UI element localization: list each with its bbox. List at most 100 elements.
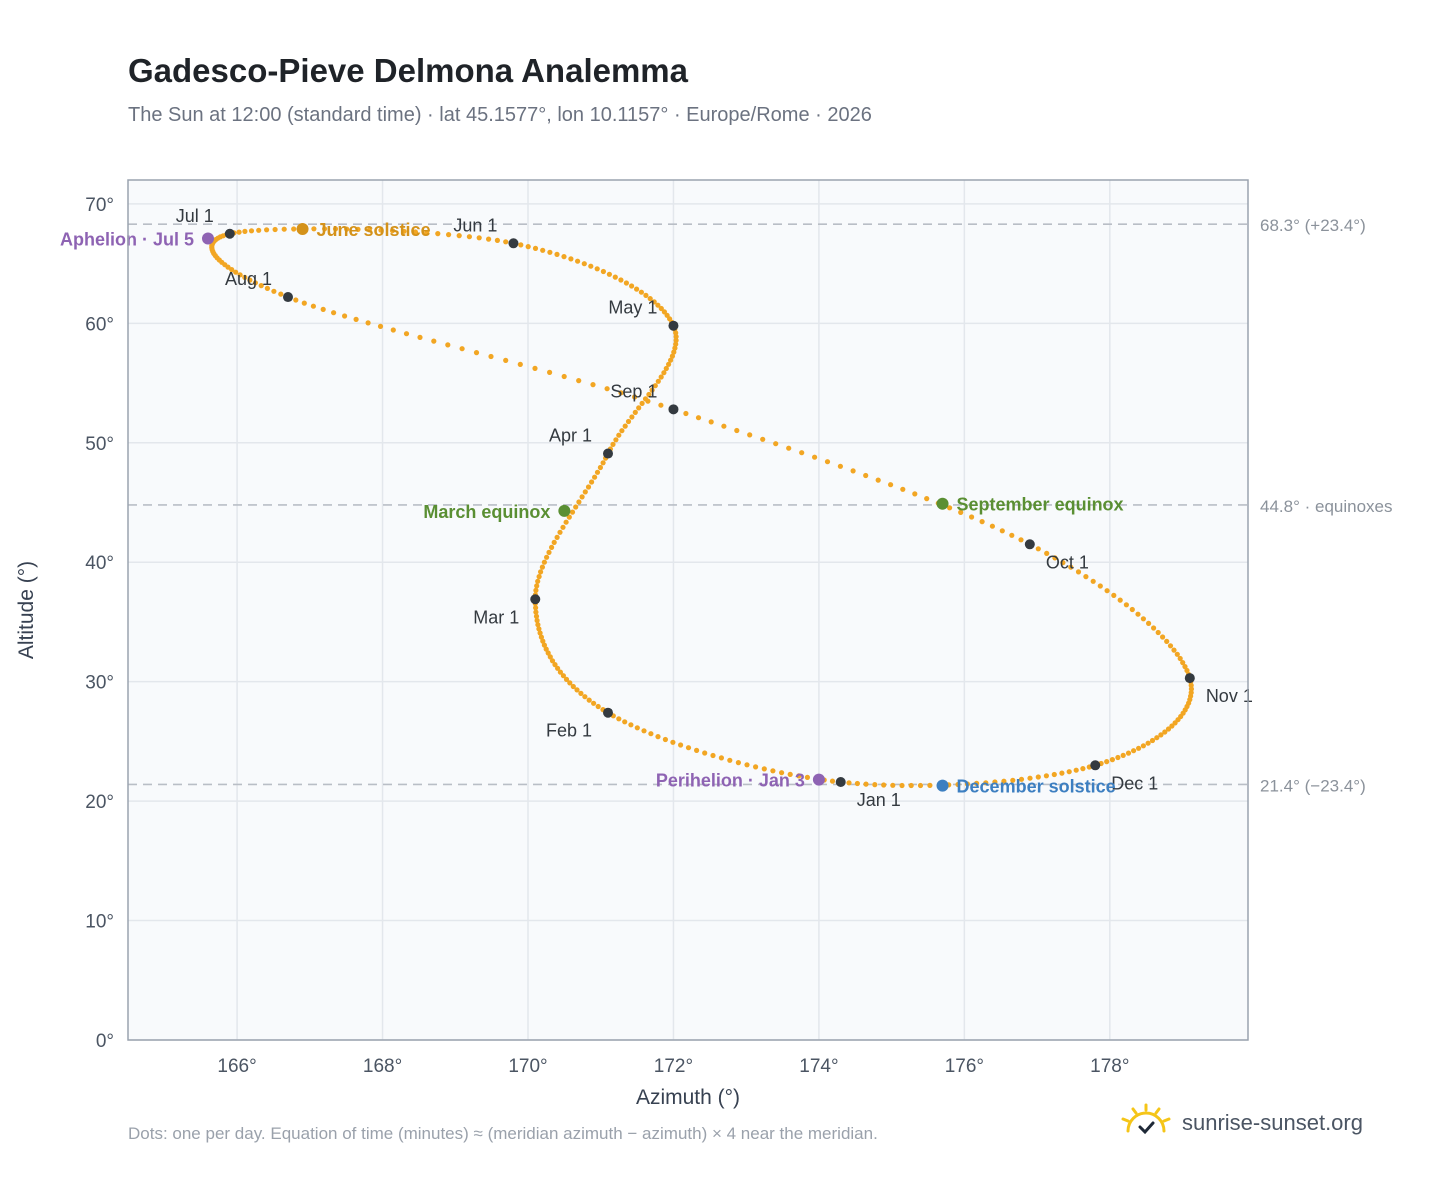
x-tick-label: 166° xyxy=(217,1056,256,1077)
daily-sun-dot xyxy=(1162,729,1168,735)
month-label: Sep 1 xyxy=(610,381,657,401)
daily-sun-dot xyxy=(365,320,371,326)
axes: 166° 168° 170° 172° 174° 176° 178° 0° 10° 20° 30° 4… xyxy=(85,195,1129,1077)
daily-sun-dot xyxy=(1018,776,1025,782)
daily-sun-dot xyxy=(947,505,953,511)
daily-sun-dot xyxy=(652,383,658,389)
daily-sun-dot xyxy=(629,414,635,420)
daily-sun-dot xyxy=(557,669,564,675)
month-label: Mar 1 xyxy=(473,607,519,627)
daily-sun-dot xyxy=(1111,592,1117,599)
daily-sun-dot xyxy=(672,345,678,351)
daily-sun-dot xyxy=(242,274,248,280)
reference-line-label: 44.8° · equinoxes xyxy=(1260,497,1393,516)
y-tick-label: 20° xyxy=(85,792,114,813)
daily-sun-dot xyxy=(854,780,861,787)
month-marker xyxy=(1024,539,1035,550)
daily-sun-dot xyxy=(917,782,924,789)
daily-sun-dot xyxy=(585,484,592,490)
daily-sun-dot xyxy=(446,232,452,238)
daily-sun-dot xyxy=(881,782,887,788)
daily-sun-dot xyxy=(661,370,667,376)
daily-sun-dot xyxy=(787,771,793,778)
daily-sun-dot xyxy=(1123,602,1129,608)
daily-sun-dot xyxy=(541,642,548,648)
daily-sun-dot xyxy=(552,662,558,668)
daily-sun-dot xyxy=(1066,769,1072,775)
daily-sun-dot xyxy=(655,302,661,308)
daily-sun-dot xyxy=(1158,732,1164,738)
daily-sun-dot xyxy=(900,486,906,492)
daily-sun-dot xyxy=(683,410,689,417)
daily-sun-dot xyxy=(747,432,753,438)
daily-sun-dot xyxy=(543,646,549,652)
daily-sun-dot xyxy=(233,269,239,275)
daily-sun-dot xyxy=(311,226,317,232)
daily-sun-dot xyxy=(1052,555,1058,561)
daily-sun-dot xyxy=(563,519,569,525)
daily-sun-dot xyxy=(389,228,396,234)
daily-sun-dot xyxy=(486,236,492,242)
daily-sun-dot xyxy=(655,734,661,740)
daily-sun-dot xyxy=(658,402,664,408)
y-tick-label: 70° xyxy=(85,195,114,216)
month-marker xyxy=(835,777,846,787)
daily-sun-dot xyxy=(761,766,767,772)
daily-sun-dot xyxy=(773,441,779,447)
daily-sun-dot xyxy=(473,350,480,356)
daily-sun-dot xyxy=(1060,560,1066,566)
reference-line-label: 21.4° (−23.4°) xyxy=(1260,776,1366,795)
y-tick-label: 30° xyxy=(85,673,114,694)
daily-sun-dot xyxy=(979,519,985,525)
daily-sun-dot xyxy=(964,781,971,787)
daily-sun-dot xyxy=(574,687,580,693)
daily-sun-dot xyxy=(616,716,622,722)
daily-sun-dot xyxy=(890,782,896,788)
daily-sun-dot xyxy=(695,415,702,421)
month-marker xyxy=(668,320,679,331)
daily-sun-dot xyxy=(518,242,524,248)
daily-sun-dot xyxy=(662,736,669,743)
daily-sun-dot xyxy=(459,346,465,352)
event-label: September equinox xyxy=(957,495,1124,515)
daily-sun-dot xyxy=(225,264,231,270)
daily-sun-dot xyxy=(476,235,482,241)
daily-sun-dot xyxy=(525,244,531,250)
daily-sun-dot xyxy=(576,378,582,384)
daily-sun-dot xyxy=(456,233,462,239)
reference-line-label: 68.3° (+23.4°) xyxy=(1260,216,1366,235)
daily-sun-dot xyxy=(534,617,540,624)
daily-sun-dot xyxy=(237,272,243,278)
brand[interactable]: sunrise-sunset.org xyxy=(1120,1103,1363,1142)
daily-sun-dot xyxy=(606,271,613,277)
daily-sun-dot xyxy=(229,267,235,273)
daily-sun-dot xyxy=(1125,750,1132,756)
daily-sun-dot xyxy=(1164,638,1170,645)
daily-sun-dot xyxy=(1035,774,1041,780)
daily-sun-dot xyxy=(1109,757,1115,763)
month-label: Aug 1 xyxy=(225,269,272,289)
daily-sun-dot xyxy=(594,266,600,272)
y-axis-label: Altitude (°) xyxy=(15,561,38,659)
daily-sun-dot xyxy=(1117,597,1123,603)
daily-sun-dot xyxy=(533,609,539,615)
daily-sun-dot xyxy=(256,227,262,233)
daily-sun-dot xyxy=(535,622,541,628)
event-marker xyxy=(202,232,214,245)
daily-sun-dot xyxy=(445,342,451,348)
month-marker xyxy=(1090,760,1101,771)
daily-sun-dot xyxy=(955,781,961,788)
daily-sun-dot xyxy=(1120,752,1126,759)
daily-sun-dot xyxy=(1010,777,1016,783)
daily-sun-dot xyxy=(377,323,384,329)
daily-sun-dot xyxy=(390,327,396,333)
daily-sun-dot xyxy=(770,768,776,774)
daily-sun-dot xyxy=(645,398,651,404)
daily-sun-dot xyxy=(604,386,610,392)
daily-sun-dot xyxy=(655,378,661,384)
daily-sun-dot xyxy=(537,630,543,636)
daily-sun-dot xyxy=(872,782,878,788)
daily-sun-dot xyxy=(983,780,989,786)
daily-sun-dot xyxy=(1075,569,1082,575)
daily-sun-dot xyxy=(353,316,359,322)
